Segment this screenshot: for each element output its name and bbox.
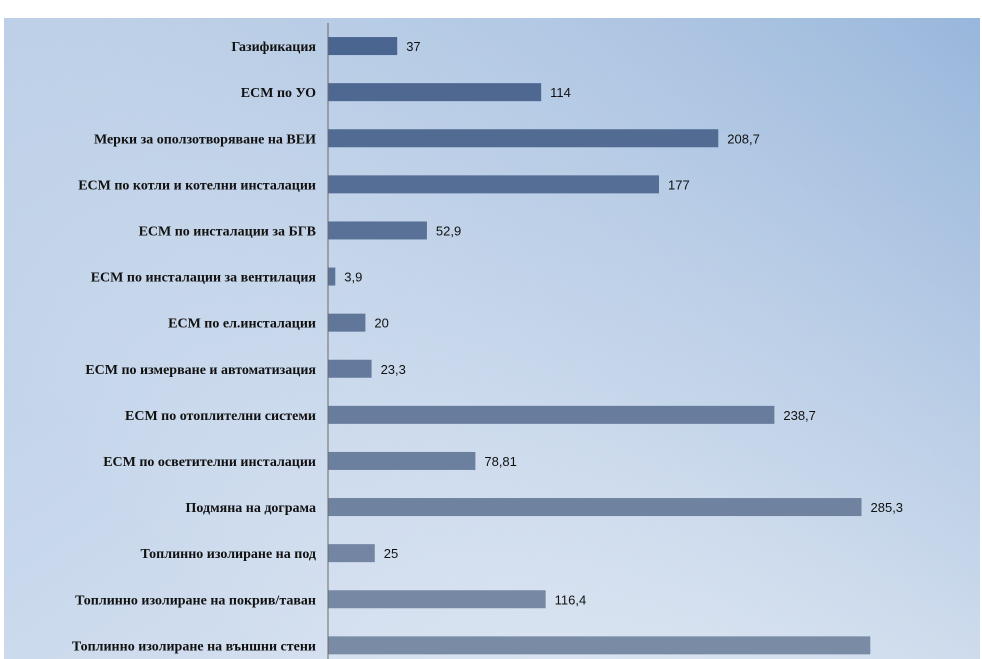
value-label: 285,3 [871, 500, 904, 515]
category-label: Топлинно изолиране на под [140, 547, 316, 562]
value-label: 114 [550, 85, 571, 100]
bars-layer [328, 37, 871, 655]
bar [328, 37, 398, 56]
value-label: 116,4 [555, 592, 587, 607]
bar [328, 129, 719, 148]
category-label: ЕСМ по инсталации за вентилация [91, 271, 317, 286]
bar [328, 175, 659, 194]
bar [328, 405, 775, 424]
category-label: ЕСМ по осветителни инсталации [103, 455, 316, 470]
category-label: ЕСМ по инсталации за БГВ [139, 224, 316, 239]
value-label: 20 [374, 316, 388, 331]
bar [328, 544, 375, 563]
category-label: ЕСМ по ел.инсталации [168, 317, 316, 332]
bar [328, 221, 427, 240]
category-label: Топлинно изолиране на външни стени [72, 639, 316, 654]
category-label: Мерки за оползотворяване на ВЕИ [94, 132, 316, 147]
bar [328, 83, 542, 102]
value-label: 3,9 [344, 270, 362, 285]
value-label: 25 [384, 546, 398, 561]
category-label: ЕСМ по котли и котелни инсталации [78, 178, 316, 193]
category-label: ЕСМ по измерване и автоматизация [85, 363, 316, 378]
category-label: Газификация [231, 40, 316, 55]
value-label: 78,81 [484, 454, 517, 469]
labels-layer: Газификация 37 ЕСМ по УО 114 Мерки за оползо… [72, 39, 903, 654]
bar [328, 313, 366, 332]
category-label: Подмяна на дограма [186, 501, 316, 516]
value-label: 52,9 [436, 223, 461, 238]
bar [328, 267, 336, 286]
value-label: 177 [668, 177, 690, 192]
bar [328, 498, 862, 517]
bar [328, 636, 871, 655]
value-label: 238,7 [783, 408, 816, 423]
bar [328, 451, 476, 470]
value-label: 37 [406, 39, 420, 54]
category-label: ЕСМ по УО [241, 86, 316, 101]
category-label: ЕСМ по отоплителни системи [125, 409, 316, 424]
bar [328, 359, 372, 378]
bar [328, 590, 546, 609]
plot-background [4, 18, 980, 659]
value-label: 23,3 [381, 362, 406, 377]
category-label: Топлинно изолиране на покрив/таван [75, 593, 316, 608]
value-label: 208,7 [727, 131, 760, 146]
